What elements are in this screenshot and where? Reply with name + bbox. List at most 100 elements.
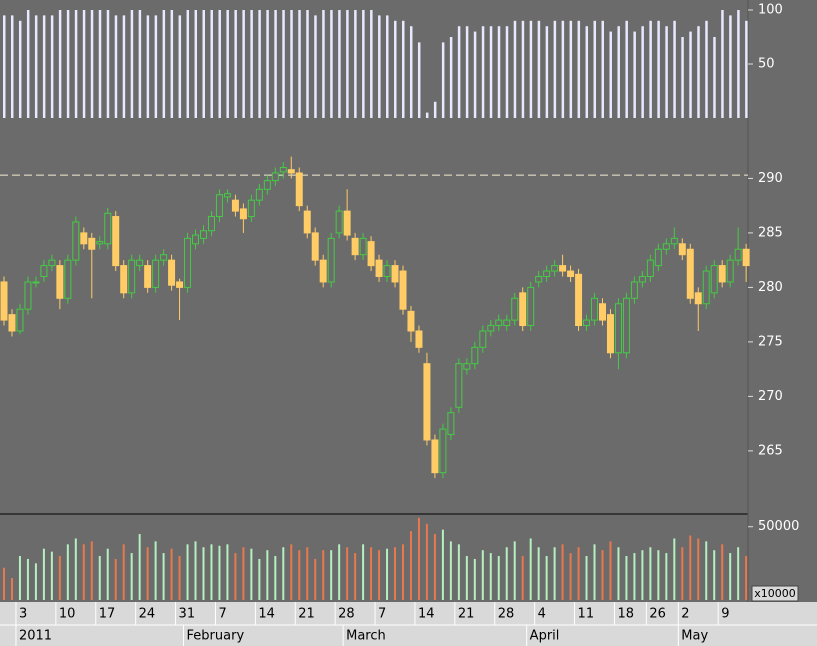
oscillator-bar bbox=[242, 10, 245, 118]
volume-bar bbox=[130, 553, 133, 600]
volume-bar bbox=[362, 544, 365, 600]
oscillator-bar bbox=[457, 26, 461, 119]
candle-body bbox=[112, 216, 120, 267]
x-tick-label: 4 bbox=[538, 607, 546, 622]
volume-bar bbox=[433, 534, 436, 600]
oscillator-bar bbox=[521, 20, 525, 118]
candle-body bbox=[200, 230, 207, 239]
volume-bar bbox=[210, 544, 213, 600]
volume-bar bbox=[681, 547, 684, 600]
volume-bar bbox=[577, 547, 580, 600]
oscillator-bar bbox=[729, 15, 732, 118]
volume-bar bbox=[114, 558, 117, 600]
candle-body bbox=[694, 292, 702, 305]
oscillator-bar bbox=[465, 26, 469, 119]
oscillator-bar bbox=[370, 10, 373, 118]
volume-bar bbox=[3, 567, 5, 600]
oscillator-bar bbox=[170, 10, 174, 118]
oscillator-bar bbox=[633, 31, 636, 119]
candle-body bbox=[136, 259, 144, 267]
oscillator-bar bbox=[569, 20, 573, 118]
candle-body bbox=[487, 325, 495, 332]
volume-bar bbox=[569, 553, 572, 600]
volume-unit: x10000 bbox=[754, 587, 796, 600]
candle-body bbox=[367, 241, 375, 267]
candle-body bbox=[287, 169, 295, 174]
candle-body bbox=[479, 330, 487, 348]
oscillator-bar bbox=[3, 15, 6, 118]
candle-body bbox=[16, 308, 24, 332]
volume-bar bbox=[561, 544, 564, 600]
candle-body bbox=[654, 248, 662, 267]
candle-body bbox=[231, 199, 239, 212]
oscillator-bar bbox=[282, 10, 285, 118]
volume-bar bbox=[322, 550, 325, 600]
oscillator-bar bbox=[346, 10, 349, 118]
volume-bar bbox=[106, 548, 109, 600]
volume-bar bbox=[505, 547, 508, 600]
oscillator-bar bbox=[266, 10, 269, 118]
candle-body bbox=[519, 292, 527, 327]
oscillator-bar bbox=[745, 20, 748, 118]
oscillator-bar bbox=[10, 15, 14, 118]
candle-body bbox=[391, 265, 399, 283]
volume-bar bbox=[497, 556, 500, 600]
candle-body bbox=[263, 180, 271, 190]
y-tick-label: 290 bbox=[758, 171, 783, 186]
candle-body bbox=[718, 265, 726, 283]
oscillator-bar bbox=[713, 37, 716, 118]
candle-body bbox=[247, 199, 255, 218]
candle-body bbox=[207, 216, 215, 232]
x-tick-label: 24 bbox=[139, 607, 156, 622]
y-tick-label: 50000 bbox=[758, 519, 799, 534]
oscillator-bar bbox=[218, 10, 221, 118]
candle-body bbox=[583, 319, 591, 327]
oscillator-bar bbox=[290, 10, 293, 118]
candle-body bbox=[128, 259, 136, 294]
volume-bar bbox=[378, 550, 381, 600]
oscillator-bar bbox=[473, 31, 477, 119]
oscillator-bar bbox=[34, 15, 38, 118]
volume-bar bbox=[314, 558, 317, 600]
candle-body bbox=[176, 281, 184, 288]
volume-bar bbox=[409, 531, 412, 600]
volume-bar bbox=[58, 556, 61, 600]
oscillator-bar bbox=[138, 10, 142, 118]
volume-bar bbox=[481, 550, 484, 600]
oscillator-bar bbox=[50, 15, 54, 118]
y-tick-label: 285 bbox=[758, 225, 783, 240]
volume-bar bbox=[226, 544, 229, 600]
oscillator-bar bbox=[82, 10, 86, 118]
candle-body bbox=[535, 275, 543, 283]
candle-body bbox=[192, 234, 200, 245]
volume-bar bbox=[42, 548, 45, 600]
oscillator-bar bbox=[609, 31, 612, 119]
candle-body bbox=[447, 412, 455, 436]
candle-body bbox=[567, 270, 575, 277]
candle-body bbox=[48, 259, 56, 267]
candle-body bbox=[80, 232, 88, 245]
oscillator-bar bbox=[417, 42, 421, 118]
oscillator-bar bbox=[18, 20, 22, 118]
volume-bar bbox=[386, 548, 389, 600]
oscillator-bar bbox=[210, 10, 213, 118]
volume-bar bbox=[354, 553, 357, 600]
oscillator-bar bbox=[425, 112, 429, 118]
candle-body bbox=[543, 270, 551, 277]
oscillator-bar bbox=[98, 10, 102, 118]
candle-body bbox=[104, 212, 112, 245]
volume-bar bbox=[441, 529, 444, 600]
month-label: February bbox=[187, 629, 245, 644]
x-tick-label: 9 bbox=[721, 607, 729, 622]
candle-body bbox=[471, 346, 479, 365]
volume-bar bbox=[370, 547, 373, 600]
candle-body bbox=[599, 303, 606, 321]
x-tick-label: 7 bbox=[378, 607, 386, 622]
month-label: 2011 bbox=[19, 629, 52, 644]
volume-bar bbox=[449, 541, 452, 600]
oscillator-bar bbox=[601, 20, 604, 118]
volume-bar bbox=[82, 544, 85, 600]
x-tick-label: 10 bbox=[59, 607, 76, 622]
x-tick-label: 14 bbox=[258, 607, 275, 622]
